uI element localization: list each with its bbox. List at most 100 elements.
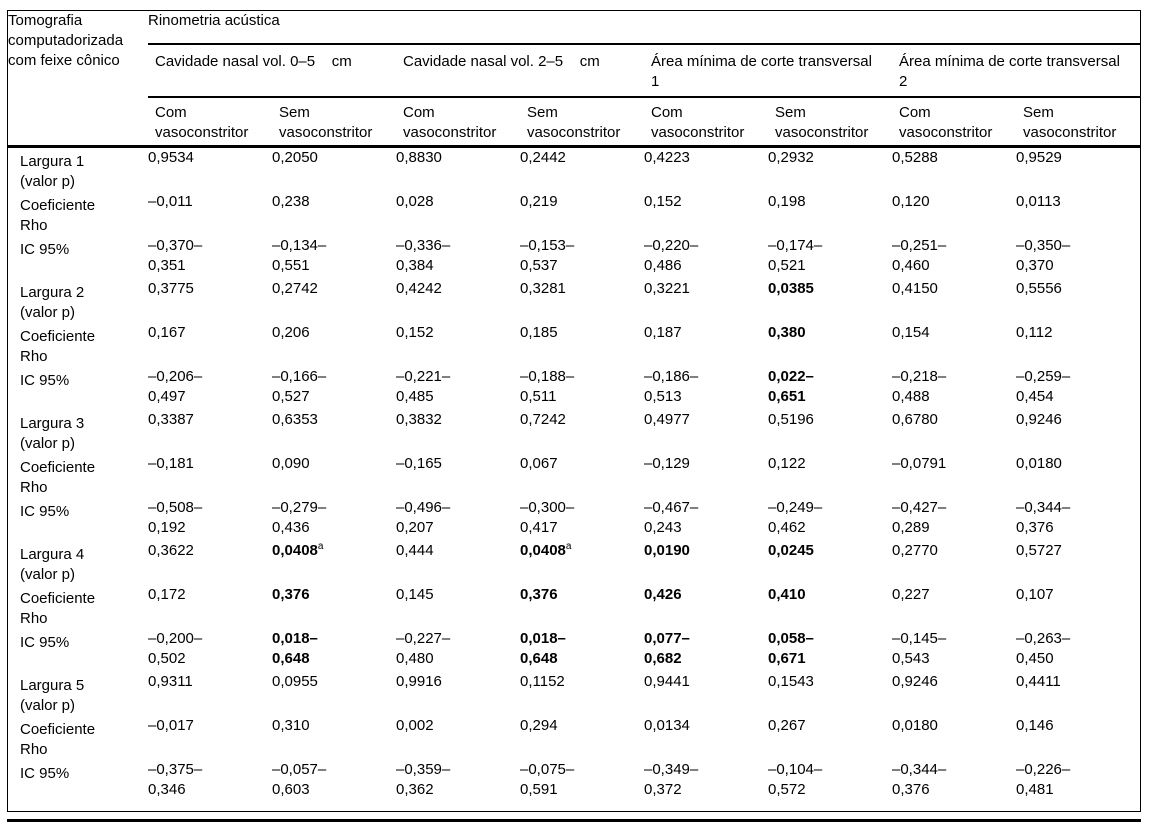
cell-value: 0,4242	[396, 279, 442, 297]
data-cell: 0,5556	[1016, 279, 1140, 323]
cell-value: 0,1152	[520, 672, 565, 690]
span-header: Rinometria acústica	[148, 11, 1141, 45]
data-cell: 0,018– 0,648	[520, 629, 644, 672]
cell-value: –0,508– 0,192	[148, 498, 203, 536]
cell-value: 0,294	[520, 716, 558, 734]
data-cell: 0,3832	[396, 410, 520, 454]
data-cell: –0,220– 0,486	[644, 236, 768, 279]
data-cell: 0,410	[768, 585, 892, 629]
cell-value: 0,5196	[768, 410, 814, 428]
footnote-marker: a	[317, 540, 324, 552]
cell-value: –0,153– 0,537	[520, 236, 575, 274]
cell-value: 0,0245	[768, 541, 814, 559]
data-cell: –0,344– 0,376	[892, 760, 1016, 803]
table-row: IC 95% –0,200– 0,502 0,018– 0,648 –0,227– 0…	[8, 629, 1140, 672]
data-cell: 0,9441	[644, 672, 768, 716]
cell-value: –0,057– 0,603	[272, 760, 327, 798]
cell-value: 0,022– 0,651	[768, 367, 814, 405]
cell-value: –0,467– 0,243	[644, 498, 699, 536]
cell-value: 0,152	[396, 323, 434, 341]
cell-value: 0,1543	[768, 672, 814, 690]
cell-value: –0,221– 0,485	[396, 367, 451, 405]
data-cell: 0,187	[644, 323, 768, 367]
data-cell: 0,2932	[768, 146, 892, 192]
cell-value: –0,427– 0,289	[892, 498, 947, 536]
row-label: Largura 5 (valor p)	[20, 676, 85, 714]
data-cell: 0,058– 0,671	[768, 629, 892, 672]
data-cell: –0,129	[644, 454, 768, 498]
cell-value: 0,198	[768, 192, 806, 210]
table-row: IC 95% –0,206– 0,497 –0,166– 0,527 –0,221– …	[8, 367, 1140, 410]
correlation-table-frame: Tomografia computadorizada com feixe côn…	[7, 10, 1141, 812]
cell-value: 0,3622	[148, 541, 194, 559]
data-cell: 0,3775	[148, 279, 272, 323]
cell-value: –0,359– 0,362	[396, 760, 451, 798]
cell-value: 0,077– 0,682	[644, 629, 690, 667]
data-cell: 0,5288	[892, 146, 1016, 192]
col-header-sem-vasoconstritor: Sem vasoconstritor	[1016, 97, 1141, 148]
data-cell: –0,427– 0,289	[892, 498, 1016, 541]
row-label: Coeficiente Rho	[20, 458, 96, 496]
data-cell: 0,152	[644, 192, 768, 236]
cell-value: 0,187	[644, 323, 682, 341]
data-cell: 0,2742	[272, 279, 396, 323]
data-cell: 0,9529	[1016, 146, 1140, 192]
data-cell: 0,9311	[148, 672, 272, 716]
data-cell: 0,0134	[644, 716, 768, 760]
data-cell: 0,1152	[520, 672, 644, 716]
data-cell: –0,336– 0,384	[396, 236, 520, 279]
row-label: Coeficiente Rho	[20, 327, 96, 365]
cell-value: 0,376	[272, 585, 310, 603]
cell-value: 0,5727	[1016, 541, 1062, 559]
cell-value: –0,104– 0,572	[768, 760, 823, 798]
data-cell: –0,375– 0,346	[148, 760, 272, 803]
cell-value: 0,107	[1016, 585, 1054, 603]
cell-value: –0,134– 0,551	[272, 236, 327, 274]
table-bottom-rule	[7, 819, 1141, 822]
group-header-row: Cavidade nasal vol. 0–5 cm Cavidade nasa…	[8, 44, 1141, 98]
data-cell: 0,122	[768, 454, 892, 498]
data-cell: –0,166– 0,527	[272, 367, 396, 410]
row-label: Coeficiente Rho	[20, 589, 96, 627]
data-cell: 0,022– 0,651	[768, 367, 892, 410]
table-row: IC 95% –0,375– 0,346 –0,057– 0,603 –0,359– …	[8, 760, 1140, 803]
data-cell: 0,0180	[892, 716, 1016, 760]
cell-value: 0,3775	[148, 279, 194, 297]
data-cell: 0,4977	[644, 410, 768, 454]
table-row: Largura 2 (valor p) 0,3775 0,2742 0,4242 0,3…	[8, 279, 1140, 323]
cell-value: –0,165	[396, 454, 442, 472]
data-cell: 0,146	[1016, 716, 1140, 760]
data-cell: –0,165	[396, 454, 520, 498]
data-cell: 0,028	[396, 192, 520, 236]
data-cell: 0,0245	[768, 541, 892, 585]
cell-value: 0,9311	[148, 672, 193, 690]
cell-value: 0,2442	[520, 148, 566, 166]
data-cell: –0,218– 0,488	[892, 367, 1016, 410]
data-cell: 0,167	[148, 323, 272, 367]
cell-value: 0,4150	[892, 279, 938, 297]
data-cell: 0,154	[892, 323, 1016, 367]
group-header-area-minima-2: Área mínima de corte transversal 2	[892, 44, 1141, 98]
data-cell: 0,2442	[520, 146, 644, 192]
cell-value: –0,226– 0,481	[1016, 760, 1071, 798]
data-cell: 0,1543	[768, 672, 892, 716]
cell-value: –0,496– 0,207	[396, 498, 451, 536]
cell-value: 0,9916	[396, 672, 442, 690]
table-row: Coeficiente Rho –0,181 0,090 –0,165 0,067 –0,…	[8, 454, 1140, 498]
data-cell: –0,011	[148, 192, 272, 236]
data-cell: 0,426	[644, 585, 768, 629]
cell-value: 0,410	[768, 585, 806, 603]
cell-value: 0,002	[396, 716, 434, 734]
cell-value: –0,344– 0,376	[892, 760, 947, 798]
data-cell: 0,376	[520, 585, 644, 629]
data-cell: 0,107	[1016, 585, 1140, 629]
cell-value: 0,380	[768, 323, 806, 341]
data-cell: 0,380	[768, 323, 892, 367]
cell-value: –0,350– 0,370	[1016, 236, 1071, 274]
col-header-sem-vasoconstritor: Sem vasoconstritor	[520, 97, 644, 148]
corner-header: Tomografia computadorizada com feixe côn…	[8, 11, 148, 148]
cell-value: 0,067	[520, 454, 558, 472]
data-cell: 0,2050	[272, 146, 396, 192]
data-cell: 0,3622	[148, 541, 272, 585]
data-cell: 0,112	[1016, 323, 1140, 367]
